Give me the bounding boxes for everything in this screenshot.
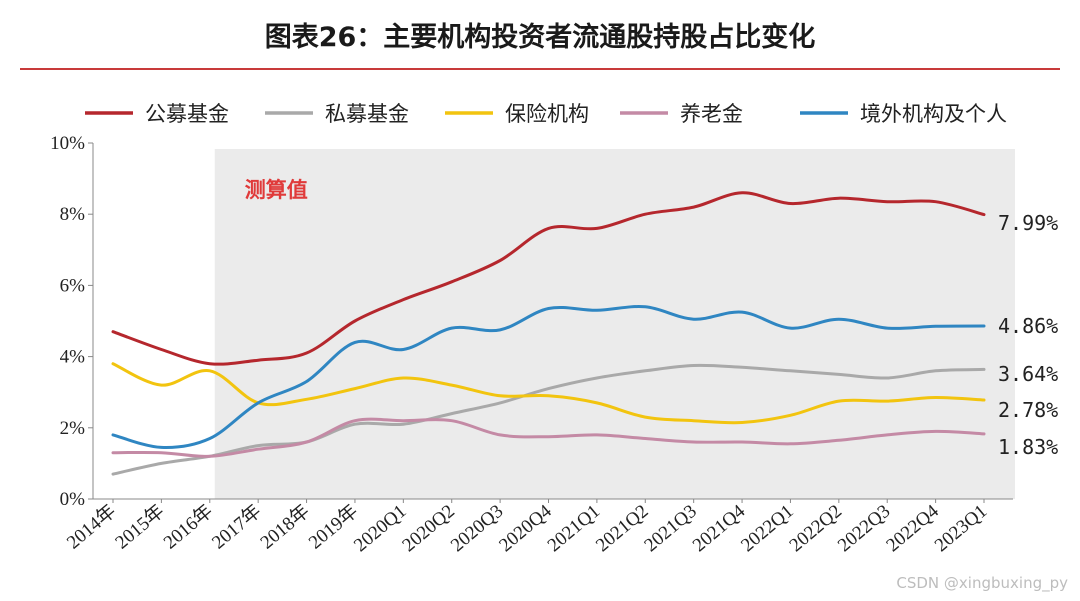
legend-label: 境外机构及个人 xyxy=(860,102,1007,126)
x-tick-label: 2022Q3 xyxy=(834,501,894,556)
end-labels: 7.99% 3.64% 2.78% 1.83% 4.86% xyxy=(998,211,1058,459)
y-tick-label: 8% xyxy=(60,204,86,225)
x-tick-label: 2020Q1 xyxy=(350,501,410,556)
y-tick-label: 10% xyxy=(50,133,85,154)
legend-label: 养老金 xyxy=(680,102,743,126)
x-tick-label: 2020Q2 xyxy=(399,501,459,556)
y-tick-label: 4% xyxy=(60,347,86,368)
x-tick-label: 2018年 xyxy=(256,500,314,554)
x-tick-label: 2021Q4 xyxy=(689,500,750,556)
x-tick-label: 2016年 xyxy=(159,500,217,554)
legend-label: 私募基金 xyxy=(325,102,409,126)
estimate-label: 测算值 xyxy=(245,178,308,202)
y-tick-label: 2% xyxy=(60,418,86,439)
legend-label: 保险机构 xyxy=(505,102,589,126)
x-tick-label: 2017年 xyxy=(208,500,266,554)
legend-label: 公募基金 xyxy=(145,102,229,126)
x-tick-label: 2022Q2 xyxy=(786,501,846,556)
y-axis: 0% 2% 4% 6% 8% 10% xyxy=(50,133,94,510)
x-tick-label: 2022Q4 xyxy=(882,500,943,556)
series-lines xyxy=(111,191,986,476)
series-line-4 xyxy=(111,305,986,449)
x-tick-label: 2023Q1 xyxy=(931,501,991,556)
watermark: CSDN @xingbuxing_py xyxy=(896,574,1068,593)
y-tick-label: 6% xyxy=(60,275,86,296)
x-tick-label: 2021Q1 xyxy=(544,501,604,556)
end-label-2: 2.78% xyxy=(998,398,1058,422)
series-line-3 xyxy=(111,417,986,458)
series-line-1 xyxy=(111,363,986,476)
x-tick-label: 2020Q3 xyxy=(447,501,507,556)
x-tick-label: 2015年 xyxy=(111,500,169,554)
legend: 公募基金 私募基金 保险机构 养老金 境外机构及个人 xyxy=(85,102,1007,126)
x-axis: 2014年2015年2016年2017年2018年2019年2020Q12020… xyxy=(62,498,1013,556)
x-tick-label: 2021Q2 xyxy=(592,501,652,556)
series-line-0 xyxy=(111,191,986,366)
x-tick-label: 2021Q3 xyxy=(640,501,700,556)
end-label-0: 7.99% xyxy=(998,211,1058,235)
x-tick-label: 2020Q4 xyxy=(495,500,556,556)
chart-title: 图表26：主要机构投资者流通股持股占比变化 xyxy=(265,21,816,53)
end-label-4: 4.86% xyxy=(998,314,1058,338)
x-tick-label: 2022Q1 xyxy=(737,501,797,556)
end-label-3: 1.83% xyxy=(998,435,1058,459)
y-tick-label: 0% xyxy=(60,489,86,510)
end-label-1: 3.64% xyxy=(998,362,1058,386)
